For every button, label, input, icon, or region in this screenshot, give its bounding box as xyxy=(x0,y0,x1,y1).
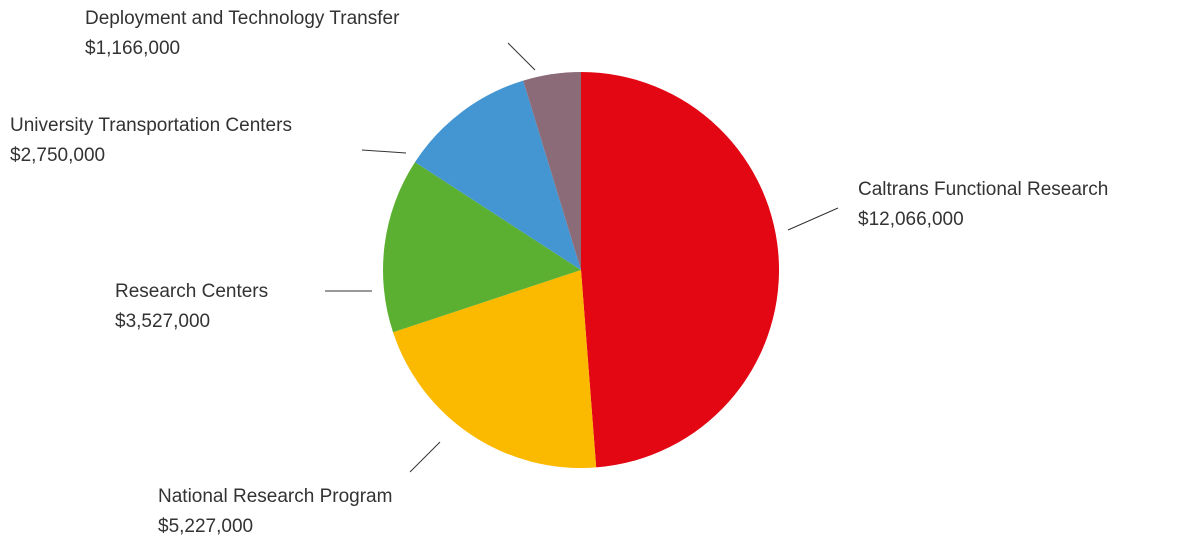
slice-value-label: $2,750,000 xyxy=(10,145,105,166)
slice-label: Research Centers xyxy=(115,281,268,302)
slice-label: Caltrans Functional Research xyxy=(858,179,1108,200)
slice-value-label: $3,527,000 xyxy=(115,311,210,332)
slice-value-label: $1,166,000 xyxy=(85,38,180,59)
pie-slice xyxy=(581,72,779,468)
pie-slice xyxy=(523,72,581,270)
slice-label: Deployment and Technology Transfer xyxy=(85,8,400,29)
leader-line xyxy=(787,207,839,231)
leader-line xyxy=(361,149,407,154)
leader-line xyxy=(409,441,441,473)
pie-slice xyxy=(382,162,581,333)
slice-label: University Transportation Centers xyxy=(10,115,292,136)
slice-label: National Research Program xyxy=(158,486,392,507)
pie-slice xyxy=(393,270,597,468)
pie-slice xyxy=(414,80,581,270)
leader-line xyxy=(507,42,536,71)
slice-value-label: $12,066,000 xyxy=(858,209,964,230)
slice-value-label: $5,227,000 xyxy=(158,516,253,537)
